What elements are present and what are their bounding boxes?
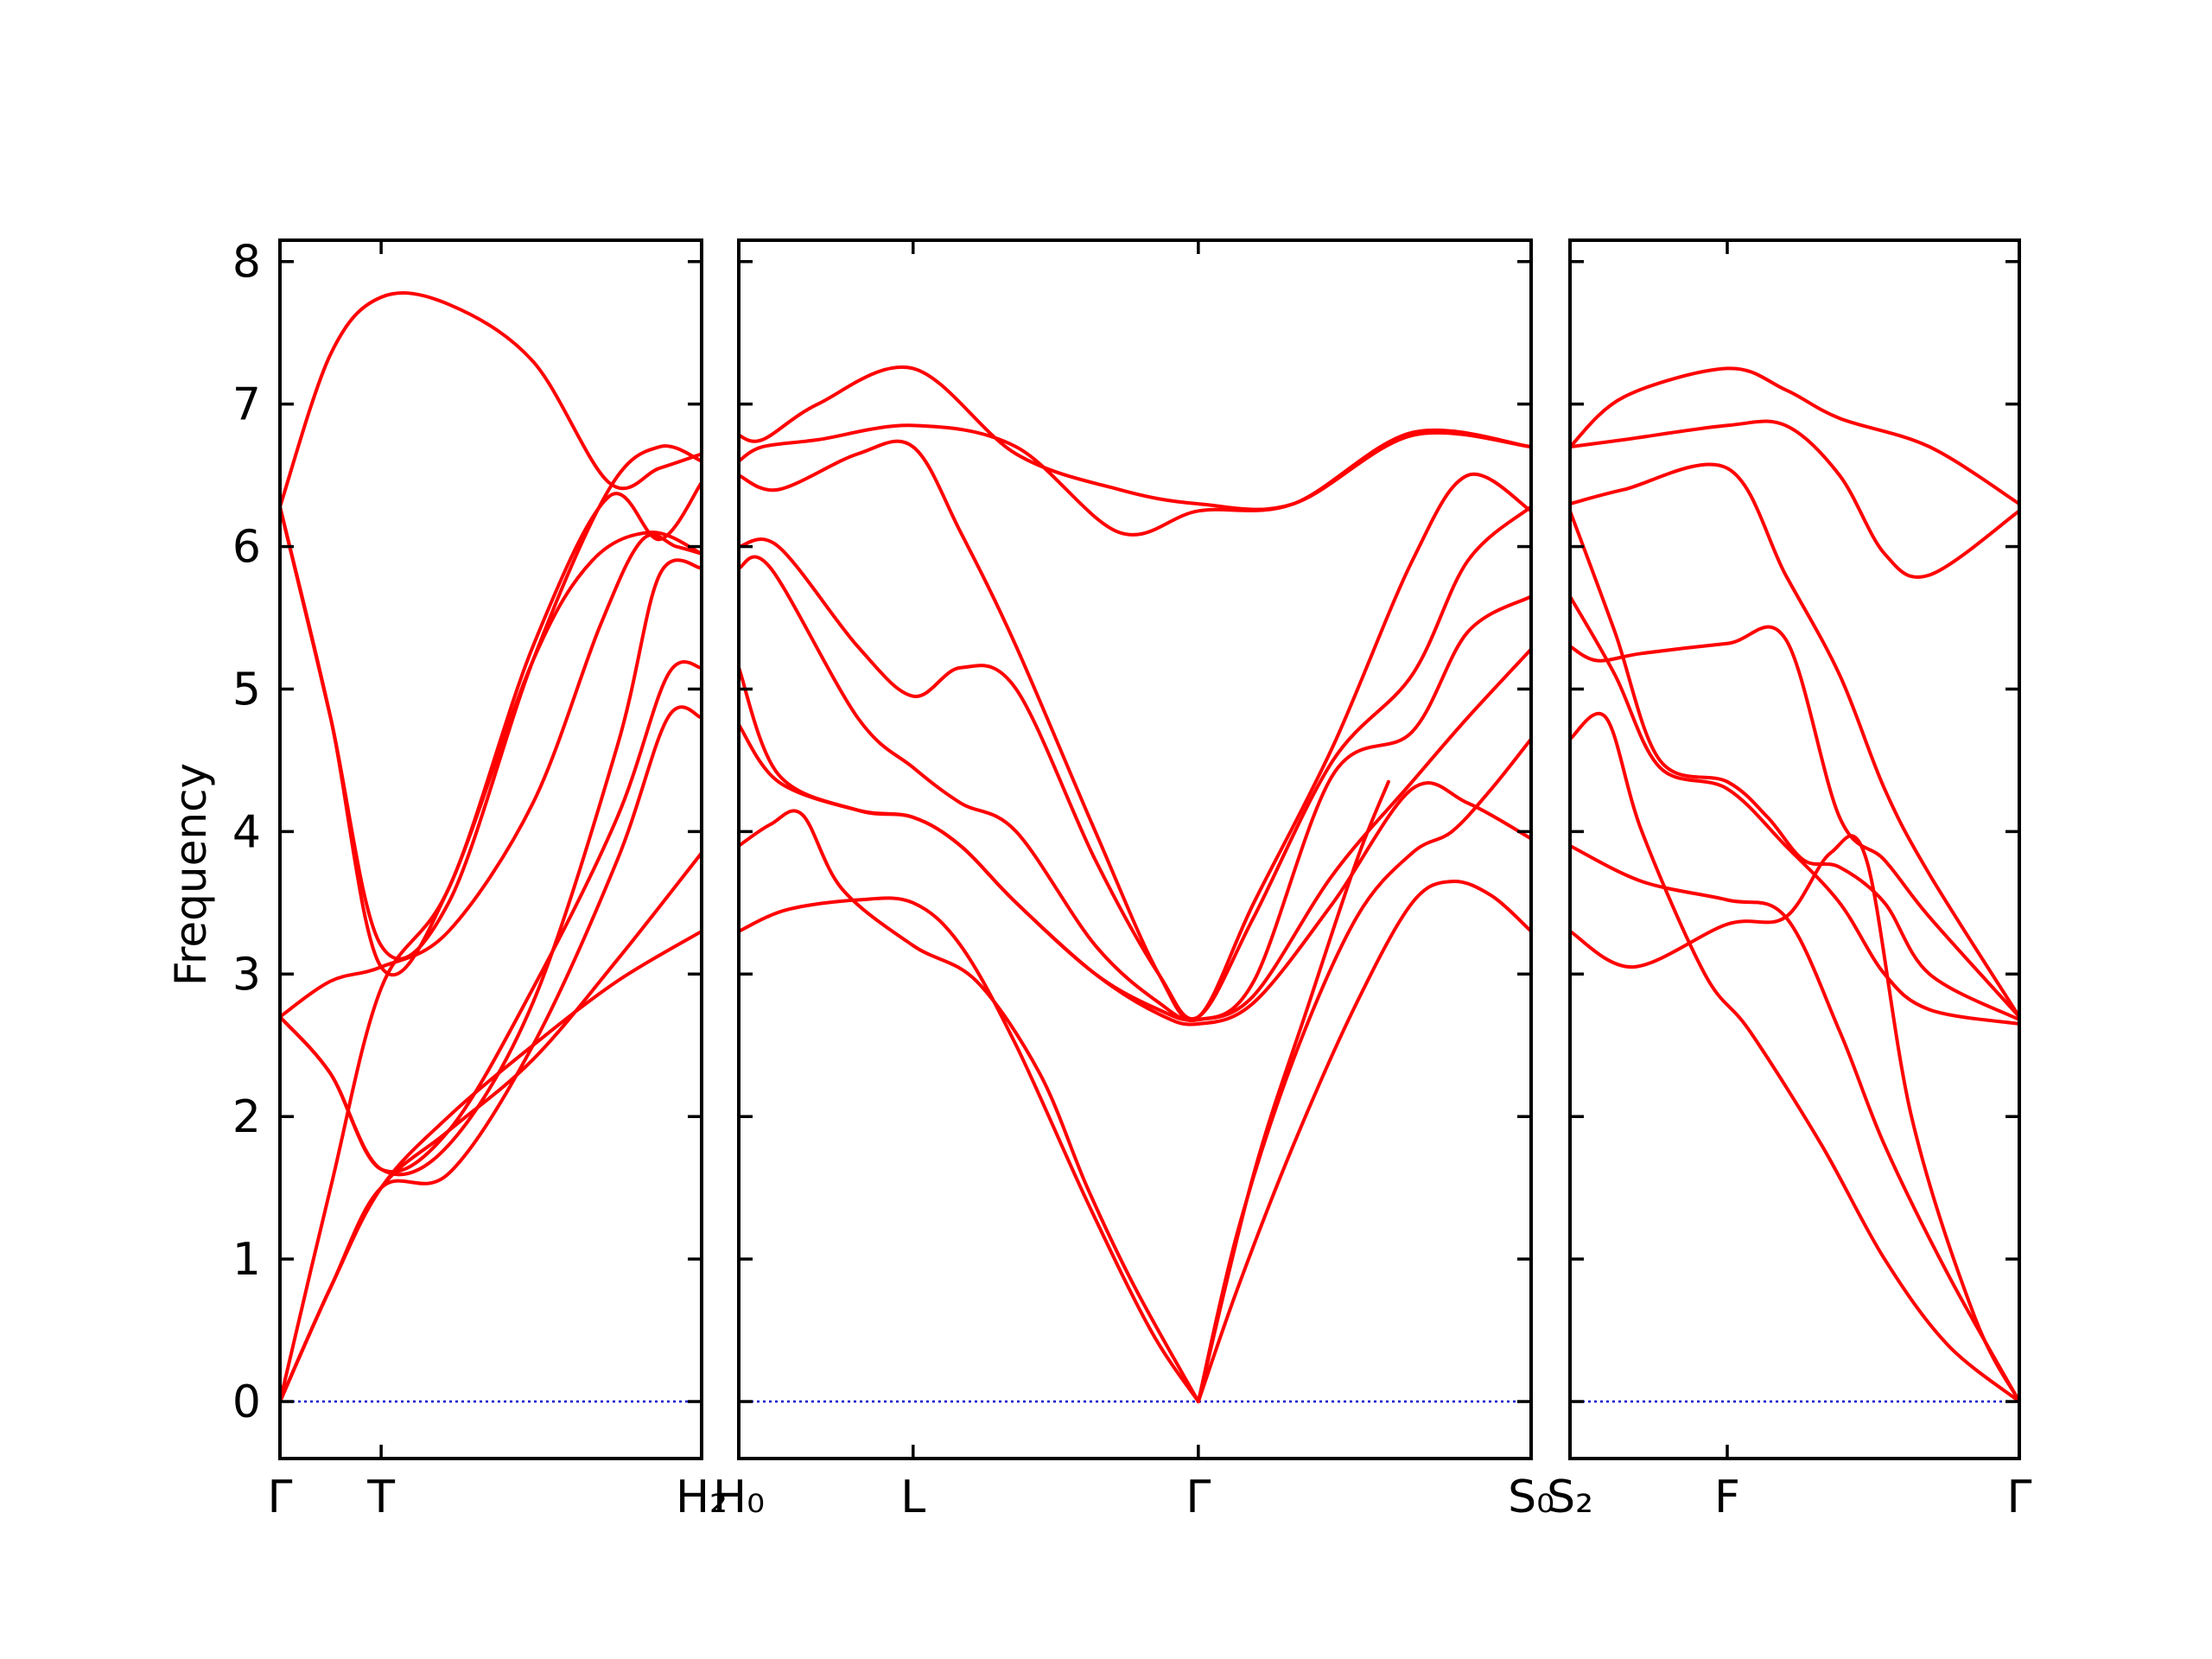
band-line: [1570, 419, 2019, 579]
band-line: [1570, 843, 2019, 1403]
panel-frame: [278, 238, 703, 1460]
band-line: [280, 558, 702, 1177]
y-tick-label: 4: [232, 806, 261, 858]
x-tick-label: Γ: [2007, 1471, 2032, 1523]
band-line: [739, 423, 1531, 537]
panel-1: Γ T H₂: [268, 238, 728, 1523]
band-line: [280, 660, 702, 1174]
band-line: [739, 555, 1531, 1023]
band-line: [739, 439, 1531, 1022]
x-tick-label: H₂: [676, 1471, 728, 1523]
band-line: [1570, 366, 2019, 506]
y-tick-labels: 0 1 2 3 4 5 6 7 8: [232, 237, 261, 1428]
y-tick-label: 5: [232, 664, 261, 715]
x-tick-label: F: [1714, 1471, 1740, 1523]
y-tick-label: 3: [232, 949, 261, 1001]
band-line: [280, 291, 702, 509]
band-line: [1570, 509, 2019, 1022]
panel-3: S₂ F Γ: [1547, 238, 2032, 1523]
band-line: [1570, 594, 2019, 1026]
band-line: [1570, 625, 2019, 1019]
x-tick-label: T: [366, 1471, 395, 1523]
y-tick-label: 8: [232, 237, 261, 289]
band-line: [1196, 880, 1531, 1403]
band-line: [280, 929, 702, 1403]
x-tick-label: Γ: [268, 1471, 293, 1523]
panel-frame: [1568, 238, 2021, 1460]
band-line: [1196, 779, 1390, 1403]
band-line: [739, 722, 1531, 1027]
y-tick-label: 0: [232, 1376, 261, 1428]
bands: [739, 365, 1531, 1403]
band-line: [739, 896, 1200, 1403]
band-line: [739, 647, 1531, 1022]
y-tick-label: 2: [232, 1091, 261, 1143]
band-line: [739, 809, 1200, 1403]
band-line: [280, 531, 702, 1403]
bands: [1570, 366, 2019, 1403]
panel-frame: [737, 238, 1533, 1460]
band-line: [1570, 711, 2019, 1403]
x-tick-label: S₀: [1508, 1471, 1554, 1523]
x-tick-label: Γ: [1185, 1471, 1211, 1523]
band-line: [280, 532, 702, 1019]
band-line: [739, 365, 1531, 512]
x-tick-label: S₂: [1547, 1471, 1593, 1523]
x-tick-label: L: [900, 1471, 925, 1523]
band-line: [280, 480, 702, 977]
band-line: [280, 705, 702, 1403]
bands: [280, 291, 702, 1403]
y-axis-label: Frequency: [166, 763, 216, 986]
band-line: [1570, 462, 2019, 1019]
y-tick-label: 1: [232, 1234, 261, 1286]
band-line: [1570, 834, 2019, 1403]
y-tick-label: 6: [232, 522, 261, 574]
band-line: [739, 505, 1531, 1020]
panel-2: H₀ L Γ S₀: [713, 238, 1554, 1523]
band-line: [280, 444, 702, 961]
y-tick-label: 7: [232, 379, 261, 431]
x-tick-label: H₀: [713, 1471, 765, 1523]
